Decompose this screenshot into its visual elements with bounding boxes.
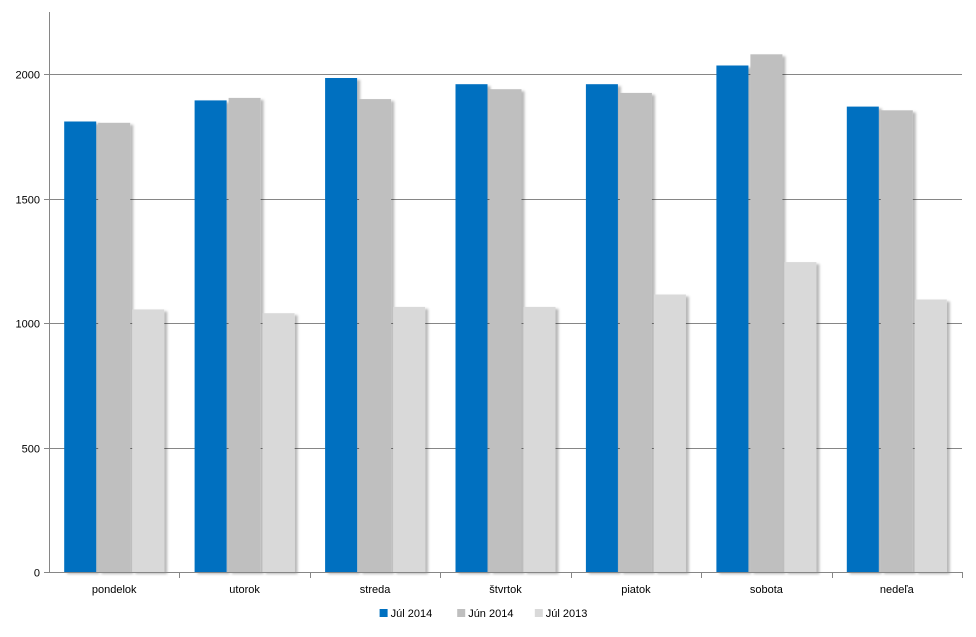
bar [619, 92, 652, 573]
bar [262, 313, 295, 572]
x-tick-label: piatok [621, 584, 651, 596]
legend: Júl 2014 Jún 2014 Júl 2013 [379, 608, 588, 620]
bar [64, 121, 97, 572]
bar [194, 100, 227, 573]
bar [585, 84, 618, 572]
bar [750, 54, 783, 573]
legend-label: Júl 2014 [391, 608, 433, 620]
bar [716, 65, 749, 572]
axes [44, 12, 963, 578]
bars [64, 54, 947, 573]
y-axis-tick-labels: 0 500 1000 1500 2000 [16, 70, 40, 580]
y-tick-label: 0 [34, 568, 40, 580]
bar [228, 97, 261, 573]
bar [653, 294, 686, 572]
x-tick-label: sobota [750, 584, 784, 596]
x-tick-label: nedeľa [880, 584, 915, 596]
bar [914, 299, 947, 572]
y-tick-label: 2000 [16, 70, 40, 82]
x-tick-label: štvrtok [489, 584, 522, 596]
bar [393, 306, 426, 572]
y-tick-label: 500 [22, 444, 40, 456]
legend-swatch [534, 609, 543, 617]
bar [523, 306, 556, 572]
legend-swatch [457, 609, 466, 617]
y-tick-label: 1500 [16, 195, 40, 207]
legend-label: Jún 2014 [468, 608, 513, 620]
bar [359, 99, 392, 572]
legend-label: Júl 2013 [546, 608, 588, 620]
bar [846, 106, 879, 572]
bar [880, 110, 913, 573]
bar [455, 84, 488, 572]
legend-swatch [379, 609, 388, 617]
bar [784, 262, 817, 572]
bar [489, 89, 522, 572]
x-tick-label: pondelok [92, 584, 137, 596]
bar [132, 309, 165, 572]
x-tick-label: utorok [229, 584, 260, 596]
bar [325, 78, 358, 572]
x-axis-tick-labels: pondelok utorok streda štvrtok piatok sobota n… [92, 584, 915, 596]
bar [98, 122, 131, 573]
y-tick-label: 1000 [16, 319, 40, 331]
x-tick-label: streda [360, 584, 391, 596]
